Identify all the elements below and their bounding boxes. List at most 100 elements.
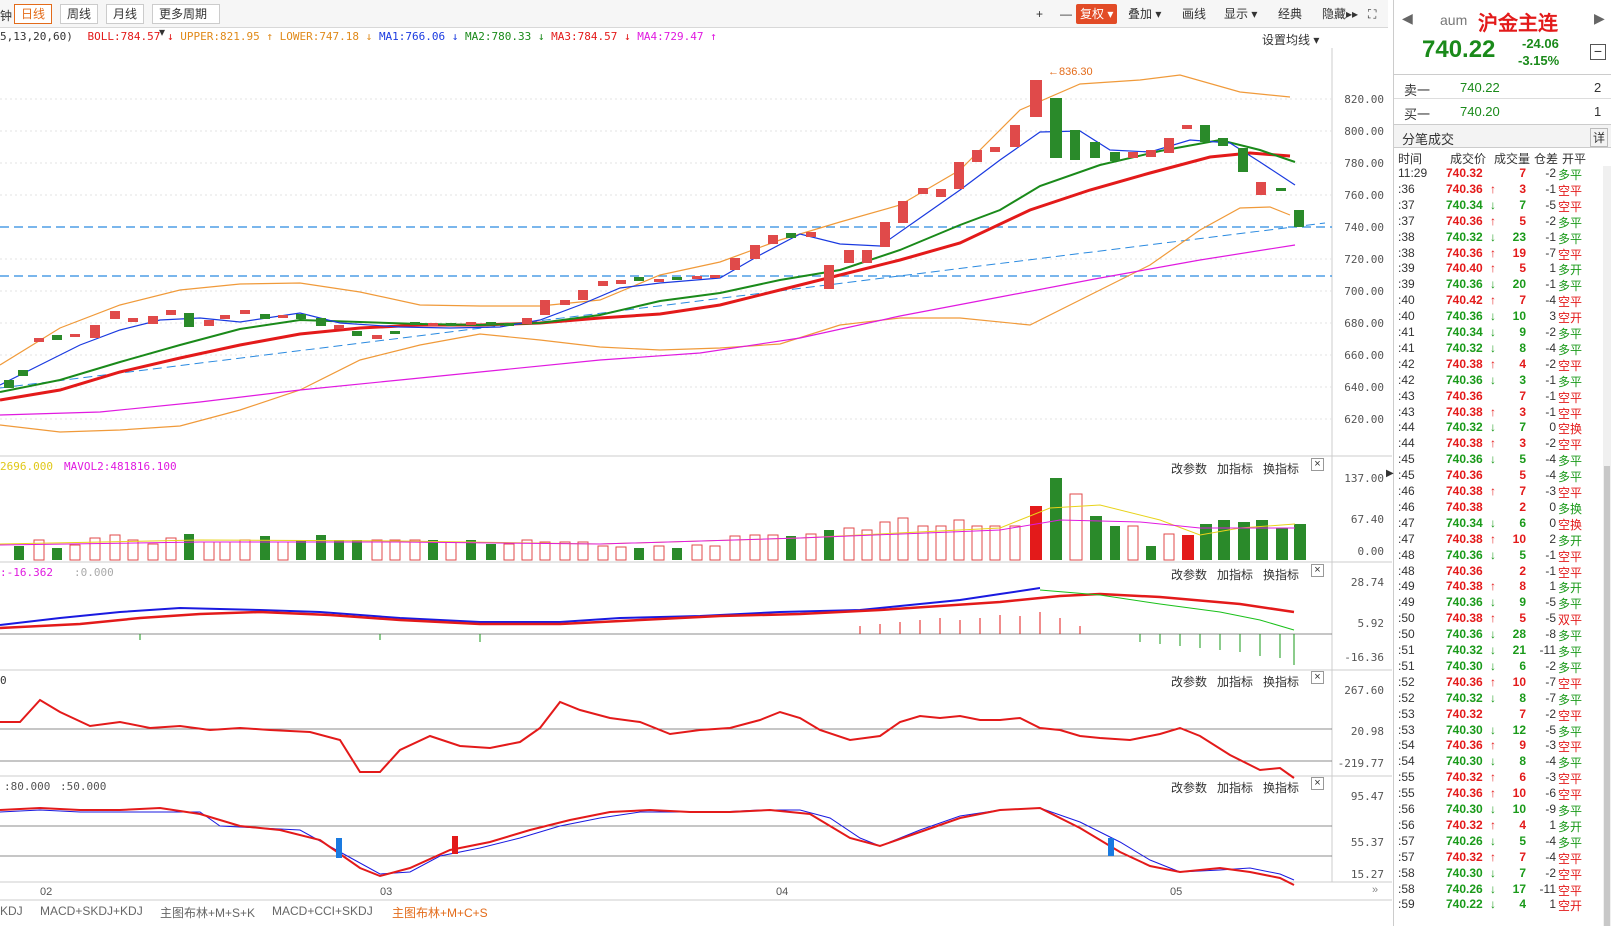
tick-arrow: ↑	[1490, 404, 1496, 419]
price-tick: 780.00	[1344, 157, 1384, 170]
tick-oi: 0	[1549, 420, 1556, 435]
next-arrow-icon[interactable]: ▶	[1594, 10, 1605, 26]
tab-template-macd-cci-skdj[interactable]: MACD+CCI+SKDJ	[272, 904, 373, 918]
add-indicator-button[interactable]: 加指标	[1217, 462, 1254, 476]
tick-type: 空平	[1558, 247, 1583, 262]
tab-monthly[interactable]: 月线	[106, 4, 145, 24]
tick-arrow: ↑	[1490, 484, 1496, 498]
tick-time: :37	[1398, 197, 1415, 212]
zoom-in-button[interactable]: +	[1036, 7, 1044, 21]
tick-type: 空换	[1558, 517, 1583, 532]
tick-volume: 8	[1519, 690, 1526, 705]
tick-type: 多平	[1558, 279, 1583, 294]
tick-oi: -3	[1545, 484, 1556, 498]
scroll-right-icon[interactable]: »	[1372, 884, 1379, 896]
switch-indicator-button[interactable]: 换指标	[1263, 462, 1300, 476]
switch-indicator-button[interactable]: 换指标	[1263, 568, 1300, 582]
adjust-dropdown[interactable]: 复权 ▾	[1076, 4, 1118, 24]
edit-params-button[interactable]: 改参数	[1171, 462, 1208, 476]
tab-daily[interactable]: 日线	[14, 4, 53, 24]
price-tick: 740.00	[1344, 221, 1384, 234]
prev-arrow-icon[interactable]: ◀	[1402, 10, 1413, 26]
tick-volume: 5	[1519, 213, 1526, 228]
edit-params-button[interactable]: 改参数	[1171, 675, 1208, 689]
tick-arrow: ↑	[1490, 356, 1496, 371]
display-dropdown[interactable]: 显示 ▾	[1224, 7, 1258, 21]
tick-oi: 0	[1549, 499, 1556, 514]
ticks-scrollbar[interactable]	[1603, 166, 1611, 926]
tab-template-boll-mcs[interactable]: 主图布林+M+C+S	[392, 906, 488, 920]
tick-type: 空平	[1558, 708, 1583, 723]
expand-icon[interactable]: ⛶	[1368, 7, 1377, 21]
tab-template-kdj[interactable]: KDJ	[0, 904, 23, 918]
tick-volume: 5	[1519, 833, 1526, 848]
draw-button[interactable]: 画线	[1182, 7, 1207, 21]
close-icon[interactable]: ×	[1311, 671, 1324, 684]
tick-oi: -9	[1545, 802, 1556, 816]
tab-template-boll-msk[interactable]: 主图布林+M+S+K	[160, 906, 256, 920]
tick-row: :55 740.32 ↑ 6 -3 空平	[1394, 770, 1611, 786]
ask-label: 卖一	[1404, 83, 1431, 98]
tick-arrow: ↑	[1490, 770, 1496, 785]
tick-price: 740.32	[1446, 420, 1483, 435]
edit-params-button[interactable]: 改参数	[1171, 781, 1208, 795]
overlay-dropdown[interactable]: 叠加 ▾	[1128, 7, 1162, 21]
close-icon[interactable]: ×	[1311, 458, 1324, 471]
more-periods-dropdown[interactable]: 更多周期 ▾	[152, 4, 220, 39]
tick-volume: 9	[1519, 325, 1526, 339]
tick-type: 多开	[1558, 819, 1583, 834]
tick-oi: -1	[1545, 388, 1556, 403]
tick-price: 740.32	[1446, 690, 1483, 705]
add-indicator-button[interactable]: 加指标	[1217, 675, 1254, 689]
collapse-icon[interactable]: −	[1590, 44, 1606, 60]
col-time: 时间	[1398, 152, 1423, 166]
add-indicator-button[interactable]: 加指标	[1217, 781, 1254, 795]
edit-params-button[interactable]: 改参数	[1171, 568, 1208, 582]
close-icon[interactable]: ×	[1311, 564, 1324, 577]
kline-chart-area[interactable]: ←836.30	[0, 0, 1392, 926]
hide-button[interactable]: 隐藏▸▸	[1322, 7, 1359, 21]
tick-time: :55	[1398, 770, 1415, 785]
tick-volume: 10	[1512, 674, 1526, 689]
zoom-out-button[interactable]: —	[1060, 7, 1072, 21]
switch-indicator-button[interactable]: 换指标	[1263, 675, 1300, 689]
tick-time: :56	[1398, 817, 1415, 832]
tick-volume: 2	[1519, 563, 1526, 578]
hide-label: 隐藏	[1322, 7, 1347, 21]
add-indicator-button[interactable]: 加指标	[1217, 568, 1254, 582]
switch-indicator-button[interactable]: 换指标	[1263, 781, 1300, 795]
macd-label-2: :0.000	[74, 566, 114, 579]
tick-price: 740.36	[1446, 309, 1483, 324]
tick-price: 740.38	[1446, 611, 1483, 626]
panel-toggle-icon[interactable]: ▶	[1386, 468, 1394, 479]
tick-arrow: ↑	[1490, 436, 1496, 451]
vol-label-1: 2696.000	[0, 460, 53, 473]
period-partial-label[interactable]: 钟	[0, 9, 13, 23]
tick-volume: 9	[1519, 738, 1526, 753]
tick-row: :42 740.38 ↑ 4 -2 空平	[1394, 357, 1611, 373]
vol-tick: 137.00	[1344, 472, 1384, 485]
tab-weekly[interactable]: 周线	[60, 4, 99, 24]
tick-row: :57 740.32 ↑ 7 -4 空平	[1394, 850, 1611, 866]
tab-template-macd-skdj-kdj[interactable]: MACD+SKDJ+KDJ	[40, 904, 143, 918]
classic-button[interactable]: 经典	[1278, 7, 1303, 21]
detail-button[interactable]: 详	[1590, 128, 1609, 147]
close-icon[interactable]: ×	[1311, 777, 1324, 790]
ma-settings-button[interactable]: 设置均线 ▾	[1262, 33, 1320, 47]
tick-time: :36	[1398, 181, 1415, 196]
vol-tick: 0.00	[1357, 545, 1385, 558]
tick-arrow: ↓	[1490, 881, 1496, 896]
ticks-list[interactable]: 11:29 740.32 7 -2 多平:36 740.36 ↑ 3 -1 空平:37 740.34…	[1394, 166, 1602, 926]
tick-price: 740.26	[1446, 833, 1483, 848]
tick-type: 空平	[1558, 358, 1583, 373]
tick-time: :37	[1398, 213, 1415, 228]
tick-price: 740.36	[1446, 452, 1483, 467]
tick-volume: 4	[1519, 817, 1526, 832]
bid-volume: 1	[1594, 104, 1602, 119]
tick-time: :44	[1398, 436, 1415, 451]
lower-value: LOWER:747.18	[279, 30, 360, 43]
macd-tick: 28.74	[1350, 576, 1384, 589]
tick-time: :51	[1398, 658, 1415, 673]
tick-type: 空平	[1558, 565, 1583, 580]
ma4-value: MA4:729.47	[637, 30, 704, 43]
